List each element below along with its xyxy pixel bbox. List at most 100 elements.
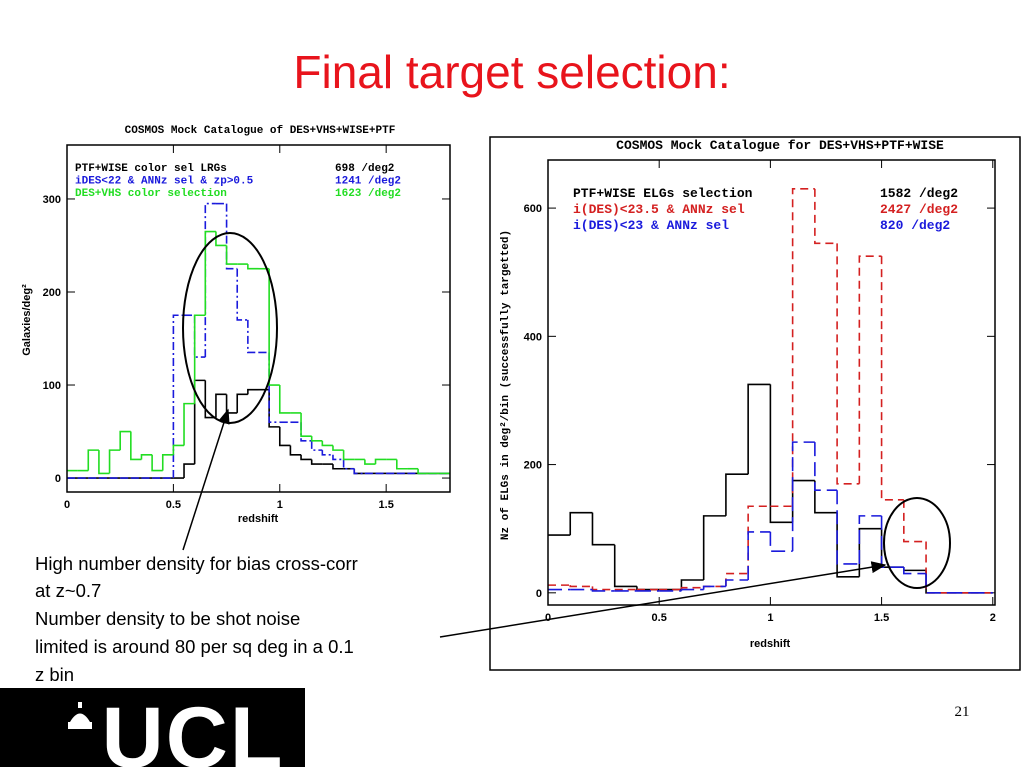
histogram-step <box>236 268 248 321</box>
histogram-step <box>161 453 174 471</box>
y-tick-label: 0 <box>55 473 61 485</box>
annotation-line: limited is around 80 per sq deg in a 0.1 <box>35 636 354 657</box>
histogram-step <box>791 441 815 552</box>
histogram-step <box>140 453 153 460</box>
histogram-step <box>236 393 248 413</box>
legend-density: 1241 /deg2 <box>335 176 401 188</box>
histogram-step <box>278 385 291 414</box>
histogram-step <box>747 531 771 580</box>
x-tick-label: 1 <box>767 612 773 624</box>
annotation-line: Number density to be shot noise <box>35 608 300 629</box>
y-tick-label: 600 <box>524 203 542 215</box>
histogram-step <box>342 459 355 470</box>
histogram-step <box>814 188 838 245</box>
legend-label: i(DES)<23.5 & ANNz sel <box>573 202 745 217</box>
histogram-step <box>321 450 333 456</box>
histogram-step <box>569 585 593 588</box>
histogram-step <box>925 541 949 594</box>
histogram-step <box>769 531 793 552</box>
histogram-step <box>342 450 355 461</box>
x-tick-label: 0 <box>64 499 70 511</box>
histogram-step <box>769 384 793 524</box>
histogram-step <box>225 245 238 265</box>
legend-density: 1623 /deg2 <box>335 188 401 200</box>
histogram-step <box>193 314 206 404</box>
histogram-step <box>310 436 323 442</box>
plot-frame <box>66 144 451 493</box>
plot-frame <box>547 159 996 606</box>
chart-title: COSMOS Mock Catalogue of DES+VHS+WISE+PT… <box>125 125 396 137</box>
logo-background <box>0 688 305 767</box>
histogram-step <box>374 458 387 465</box>
y-tick-label: 300 <box>43 194 61 206</box>
page-number: 21 <box>955 704 970 720</box>
y-tick-label: 100 <box>43 380 61 392</box>
arrow <box>439 561 887 638</box>
histogram-step <box>130 431 142 461</box>
histogram-step <box>836 490 860 565</box>
histogram-step <box>310 459 323 465</box>
histogram-step <box>903 567 927 575</box>
histogram-step <box>925 570 949 594</box>
histogram-step <box>310 440 323 451</box>
histogram-step <box>98 450 110 475</box>
x-axis-label: redshift <box>750 638 791 650</box>
histogram-step <box>247 388 259 395</box>
x-tick-label: 1 <box>277 499 283 511</box>
histogram-step <box>702 515 726 580</box>
legend-density: 698 /deg2 <box>335 163 394 175</box>
histogram-step <box>332 445 344 451</box>
arrow <box>182 408 230 551</box>
x-tick-label: 1.5 <box>874 612 889 624</box>
histogram-step <box>278 426 291 447</box>
histogram-step <box>814 480 838 514</box>
legend-density: 820 /deg2 <box>880 218 950 233</box>
legend-label: DES+VHS color selection <box>75 188 227 200</box>
histogram-step <box>183 463 195 479</box>
x-tick-label: 0.5 <box>166 499 181 511</box>
highlight-ellipse <box>883 497 951 589</box>
histogram-step <box>321 440 333 447</box>
slide-title: Final target selection: <box>293 46 730 98</box>
x-tick-label: 0.5 <box>652 612 667 624</box>
histogram-step <box>836 512 860 578</box>
histogram-step <box>108 449 121 474</box>
annotation: High number density for bias cross-corr … <box>35 553 358 685</box>
x-tick-label: 2 <box>990 612 996 624</box>
chart-box <box>489 136 1021 671</box>
legend-label: PTF+WISE color sel LRGs <box>75 163 227 175</box>
histogram-step <box>702 585 726 590</box>
x-tick-label: 0 <box>545 612 551 624</box>
histogram-step <box>591 586 615 591</box>
histogram-step <box>300 422 312 442</box>
histogram-step <box>858 255 882 484</box>
legend-label: i(DES)<23 & ANNz sel <box>573 218 729 233</box>
x-axis-label: redshift <box>238 513 279 525</box>
y-axis-label: Galaxies/deg² <box>21 284 33 356</box>
histogram-step <box>300 454 312 461</box>
histogram-step <box>791 188 815 507</box>
annotation-line: z bin <box>35 664 74 685</box>
histogram-step <box>725 473 749 516</box>
histogram-step <box>417 468 429 475</box>
histogram-step <box>591 512 615 546</box>
y-axis-label: Nz of ELGs in deg²/bin (successfully tar… <box>500 230 512 540</box>
histogram-step <box>680 579 704 590</box>
legend-label: PTF+WISE ELGs selection <box>573 186 753 201</box>
histogram-step <box>791 479 815 523</box>
histogram-step <box>680 588 704 591</box>
histogram-step <box>215 393 227 418</box>
legend-density: 1582 /deg2 <box>880 186 958 201</box>
histogram-step <box>613 544 637 588</box>
histogram-step <box>396 459 408 470</box>
histogram-step <box>247 319 259 354</box>
annotation-line: High number density for bias cross-corr <box>35 553 358 574</box>
x-tick-label: 1.5 <box>379 499 394 511</box>
y-tick-label: 0 <box>536 588 542 600</box>
y-tick-label: 200 <box>524 460 542 472</box>
histogram-step <box>353 468 365 475</box>
histogram-step <box>591 589 615 592</box>
histogram-step <box>268 389 280 428</box>
histogram-step <box>925 573 949 594</box>
